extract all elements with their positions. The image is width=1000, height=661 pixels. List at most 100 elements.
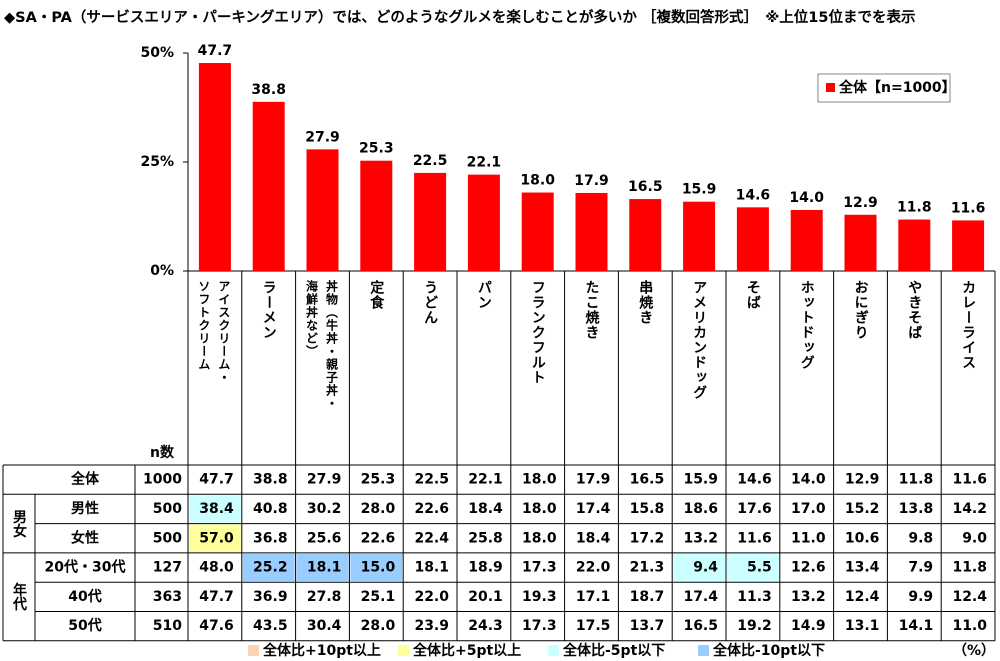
value-label: 14.0: [789, 190, 824, 206]
cell-value: 30.4: [307, 618, 342, 634]
cell-value: 18.1: [307, 560, 342, 576]
category-label: やきそば: [906, 280, 923, 340]
n-header: n数: [150, 444, 175, 461]
cell-value: 27.8: [307, 589, 342, 605]
value-label: 14.6: [736, 187, 771, 203]
cell-highlight: [727, 553, 779, 582]
legend-label: 全体比-5pt以下: [562, 642, 665, 659]
bar: [629, 199, 662, 271]
y-tick-label: 25%: [140, 154, 174, 170]
cell-value: 19.3: [522, 589, 557, 605]
legend-swatch: [826, 83, 835, 92]
category-label: 定食: [368, 280, 385, 310]
row-n: 127: [153, 560, 182, 576]
legend-label: 全体比+5pt以上: [412, 642, 521, 659]
cell-value: 13.2: [791, 589, 826, 605]
cell-value: 18.1: [414, 560, 449, 576]
cell-highlight: [189, 495, 241, 523]
cell-value: 18.6: [683, 501, 718, 517]
cell-value: 22.0: [414, 589, 449, 605]
legend-label: 全体【n=1000】: [838, 79, 956, 96]
category-label: パン: [475, 280, 492, 310]
cell-value: 36.9: [253, 589, 288, 605]
cell-value: 24.3: [468, 618, 503, 634]
bar: [306, 149, 339, 271]
row-n: 510: [153, 618, 182, 634]
bar: [414, 172, 447, 271]
cell-value: 11.6: [737, 530, 772, 546]
category-label: 串焼き: [637, 280, 654, 325]
cell-highlight: [350, 553, 403, 582]
cell-value: 43.5: [253, 618, 288, 634]
cell-value: 13.4: [845, 560, 880, 576]
cell-highlight: [242, 553, 295, 582]
cell-value: 11.6: [952, 472, 987, 488]
legend-label: 全体比-10pt以下: [712, 642, 825, 659]
y-tick-label: 50%: [140, 45, 174, 61]
cell-value: 11.8: [952, 560, 987, 576]
row-label: 50代: [68, 617, 101, 634]
cell-value: 12.4: [952, 589, 987, 605]
category-label: うどん: [422, 280, 439, 325]
legend-label: 全体比+10pt以上: [262, 642, 381, 659]
cell-value: 23.9: [414, 618, 449, 634]
cell-value: 11.3: [737, 589, 772, 605]
cell-value: 11.0: [791, 530, 826, 546]
cell-value: 27.9: [307, 472, 342, 488]
cell-value: 7.9: [908, 560, 933, 576]
cell-value: 14.1: [899, 618, 934, 634]
category-label: そば: [744, 280, 761, 310]
row-label: 男性: [71, 500, 99, 517]
cell-value: 17.1: [576, 589, 611, 605]
cell-value: 9.0: [962, 530, 987, 546]
cell-value: 21.3: [630, 560, 665, 576]
cell-value: 28.0: [361, 501, 396, 517]
bar: [467, 174, 500, 271]
cell-value: 17.2: [630, 530, 665, 546]
cell-value: 13.7: [630, 618, 665, 634]
bar: [844, 214, 877, 271]
category-label: アイスクリーム・ ソフトクリーム: [196, 280, 231, 384]
cell-value: 47.7: [199, 472, 234, 488]
cell-value: 18.9: [468, 560, 503, 576]
unit-label: （%）: [953, 643, 995, 659]
row-n: 500: [153, 530, 182, 546]
cell-value: 22.5: [414, 472, 449, 488]
value-label: 27.9: [305, 129, 340, 145]
cell-value: 22.6: [361, 530, 396, 546]
cell-value: 18.0: [522, 501, 557, 517]
y-tick-label: 0%: [150, 263, 174, 279]
cell-value: 12.9: [845, 472, 880, 488]
cell-value: 25.6: [307, 530, 342, 546]
value-label: 12.9: [843, 195, 878, 211]
cell-value: 25.3: [361, 472, 396, 488]
value-label: 18.0: [520, 173, 555, 189]
cell-value: 14.0: [791, 472, 826, 488]
category-label: フランクフルト: [529, 280, 546, 385]
bar: [575, 192, 608, 271]
cell-value: 18.7: [630, 589, 665, 605]
value-label: 11.6: [951, 200, 986, 216]
category-label: 丼物（牛丼・親子丼・ 海鮮丼など）: [304, 280, 339, 410]
cell-value: 28.0: [361, 618, 396, 634]
cell-value: 14.2: [952, 501, 987, 517]
value-label: 22.1: [467, 155, 502, 171]
value-label: 16.5: [628, 179, 663, 195]
cell-value: 38.4: [199, 501, 234, 517]
cell-value: 22.6: [414, 501, 449, 517]
cell-value: 18.0: [522, 530, 557, 546]
value-label: 22.5: [413, 153, 448, 169]
row-label: 40代: [68, 588, 101, 605]
cell-value: 16.5: [683, 618, 718, 634]
bar: [198, 63, 231, 271]
cell-highlight: [296, 553, 349, 582]
cell-value: 15.9: [683, 472, 718, 488]
cell-value: 17.4: [683, 589, 718, 605]
bar: [952, 220, 985, 271]
value-label: 11.8: [897, 200, 932, 216]
row-n: 363: [153, 589, 182, 605]
cell-value: 18.4: [576, 530, 611, 546]
value-label: 15.9: [682, 182, 717, 198]
row-n: 500: [153, 501, 182, 517]
cell-value: 13.2: [683, 530, 718, 546]
